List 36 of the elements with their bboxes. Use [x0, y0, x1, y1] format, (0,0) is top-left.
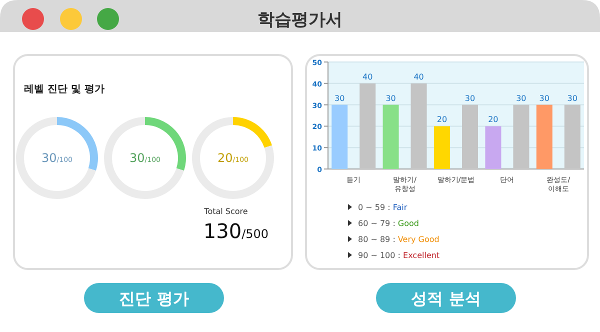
donut-slice — [192, 117, 274, 199]
bar — [485, 126, 502, 169]
chart-title: 레벨 진단 및 평가 — [24, 84, 104, 95]
text: 진단 평가 — [119, 289, 189, 308]
text: Total Score — [203, 207, 248, 216]
data-label: 30 — [464, 94, 476, 103]
data-label: 20 — [488, 115, 498, 124]
donut-slice — [233, 117, 272, 148]
bar — [360, 83, 376, 169]
bar — [332, 104, 348, 169]
donut-slice — [16, 117, 96, 199]
text: 성적 분석 — [411, 289, 481, 308]
bar — [462, 104, 478, 169]
bar — [382, 104, 399, 169]
text: 0 ~ 59 : Fair — [358, 203, 408, 212]
data-label: 20 — [436, 115, 448, 124]
data-label: 40 — [362, 72, 373, 82]
data-label: 30 — [334, 94, 345, 103]
bar — [564, 104, 580, 169]
donut-slice — [145, 117, 186, 171]
text: 90 ~ 100 : Excellent — [358, 251, 440, 260]
bar — [434, 126, 450, 169]
data-label: 30 — [516, 94, 526, 103]
text: 80 ~ 89 : Very Good — [358, 235, 440, 244]
data-label: 30 — [567, 94, 578, 103]
bar — [536, 104, 552, 169]
data-label: 30 — [386, 94, 396, 103]
bar — [410, 83, 427, 169]
text: 학습평가서 — [258, 10, 342, 30]
bar — [513, 104, 530, 169]
donut-slice — [104, 117, 184, 199]
text: 60 ~ 79 : Good — [358, 219, 419, 228]
donut-slice — [57, 117, 98, 171]
data-label: 40 — [414, 72, 424, 82]
data-label: 30 — [539, 94, 550, 103]
text: 130/500 — [203, 219, 269, 243]
